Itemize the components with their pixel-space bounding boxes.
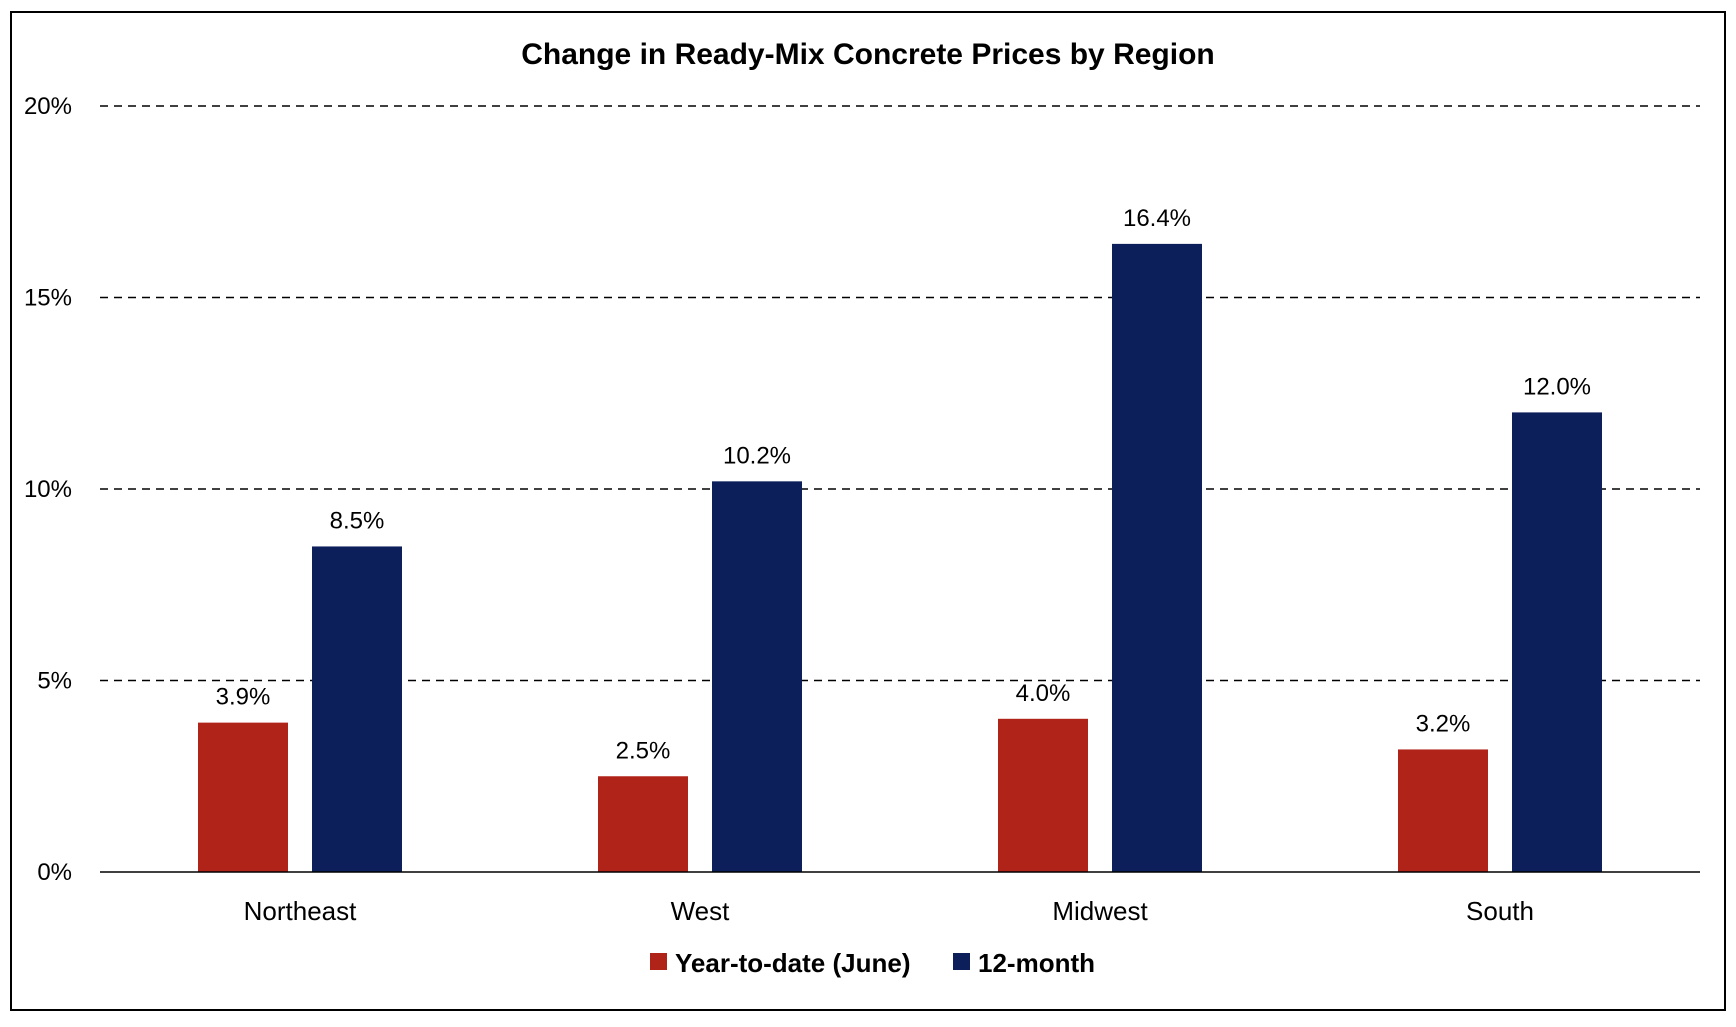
chart-title: Change in Ready-Mix Concrete Prices by R… (521, 38, 1215, 71)
x-axis-categories: Northeast West Midwest South (244, 896, 1534, 926)
bars (198, 243, 1602, 872)
bar-south-12-month (1512, 412, 1602, 872)
data-label: 10.2% (723, 442, 791, 469)
y-tick-label: 0% (37, 859, 72, 886)
data-label: 12.0% (1523, 373, 1591, 400)
data-label: 2.5% (616, 737, 671, 764)
bar-northeast-ytd (198, 722, 288, 872)
chart-border (10, 11, 1726, 1011)
x-category-label: South (1466, 896, 1534, 926)
gridlines (100, 105, 1700, 682)
data-labels: 3.9% 8.5% 2.5% 10.2% 4.0% 16.4% 3.2% 12.0% (216, 205, 1591, 764)
bar-midwest-12-month (1112, 243, 1202, 872)
x-category-label: Northeast (244, 896, 357, 926)
data-label: 3.9% (216, 684, 271, 711)
legend-label: 12-month (978, 948, 1095, 978)
y-tick-label: 20% (24, 93, 72, 120)
x-category-label: West (671, 896, 731, 926)
y-tick-label: 15% (24, 285, 72, 312)
data-label: 16.4% (1123, 205, 1191, 232)
legend-label: Year-to-date (June) (675, 948, 911, 978)
legend: Year-to-date (June) 12-month (650, 948, 1095, 978)
data-label: 4.0% (1016, 680, 1071, 707)
y-axis-ticks: 0% 5% 10% 15% 20% (24, 93, 72, 886)
legend-swatch (953, 953, 970, 970)
data-label: 8.5% (330, 507, 385, 534)
legend-swatch (650, 953, 667, 970)
y-tick-label: 5% (37, 668, 72, 695)
bar-south-ytd (1398, 749, 1488, 872)
bar-west-ytd (598, 776, 688, 872)
bar-northeast-12-month (312, 546, 402, 872)
x-category-label: Midwest (1052, 896, 1148, 926)
bar-midwest-ytd (998, 718, 1088, 872)
y-tick-label: 10% (24, 476, 72, 503)
data-label: 3.2% (1416, 710, 1471, 737)
bar-west-12-month (712, 481, 802, 872)
